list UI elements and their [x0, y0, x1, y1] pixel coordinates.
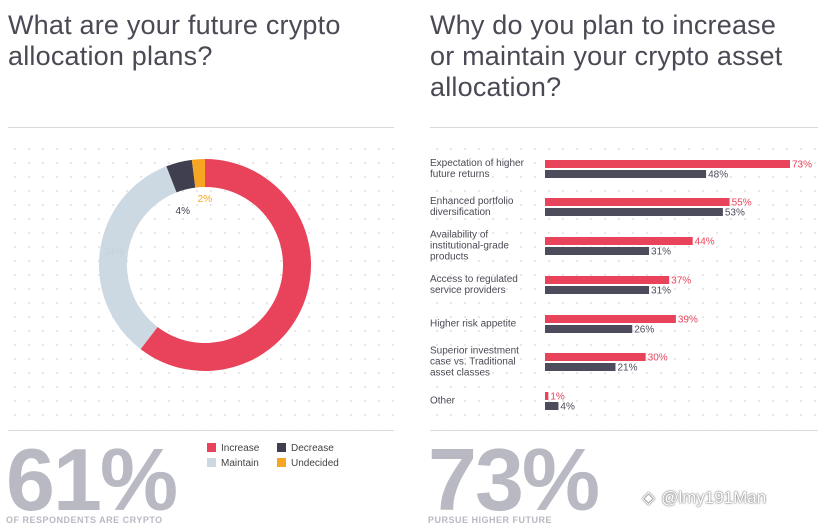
watermark-logo-icon: ◈	[642, 488, 656, 507]
bar-value-label-s1-2: 55%	[732, 198, 752, 209]
bar-value-label-s1-4: 37%	[671, 276, 691, 287]
right-title-line2: or maintain your crypto asset	[430, 41, 783, 71]
right-title-line3: allocation?	[430, 72, 562, 102]
left-title-line1: What are your future crypto	[8, 10, 341, 40]
legend-label-undecided: Undecided	[291, 458, 339, 469]
right-big-number: 73%	[428, 430, 600, 529]
left-divider	[8, 127, 394, 128]
bar-category-label-7: Other	[430, 396, 456, 407]
right-panel: Why do you plan to increase or maintain …	[420, 0, 828, 526]
bar-s2-5	[545, 325, 633, 333]
bar-category-label-3: Availability of institutional-grade produc…	[430, 230, 509, 263]
bar-category-label-2: Enhanced portfolio diversification	[430, 196, 514, 218]
legend-item-decrease: Decrease	[277, 443, 334, 454]
bar-s1-6	[545, 353, 646, 361]
bar-s2-2	[545, 208, 723, 216]
legend-item-undecided: Undecided	[277, 458, 339, 469]
left-footnote: OF RESPONDENTS ARE CRYPTO	[6, 515, 163, 525]
bar-s2-6	[545, 363, 616, 371]
legend-item-maintain: Maintain	[207, 458, 259, 469]
right-divider	[430, 127, 818, 128]
bar-category-label-1: Expectation of higher future returns	[430, 158, 525, 180]
bar-s1-4	[545, 276, 670, 284]
legend-label-decrease: Decrease	[291, 443, 334, 454]
bar-s1-2	[545, 198, 730, 206]
bar-value-label-s2-5: 26%	[634, 325, 654, 336]
right-dot-background	[430, 142, 818, 428]
legend-swatch-maintain	[207, 458, 216, 467]
donut-slice-maintain	[99, 166, 177, 350]
right-divider-bottom	[430, 430, 818, 431]
donut-legend: Increase Decrease Maintain Undecided	[207, 443, 407, 483]
bar-s1-5	[545, 315, 676, 323]
bar-s1-3	[545, 237, 693, 245]
left-big-number: 61%	[6, 430, 178, 529]
donut-chart: 61% 34% 4% 2%	[99, 159, 311, 371]
donut-slice-decrease	[166, 159, 196, 193]
legend-label-increase: Increase	[221, 443, 260, 454]
left-title: What are your future crypto allocation p…	[8, 10, 341, 72]
bar-value-label-s2-6: 21%	[617, 363, 637, 374]
right-title-line1: Why do you plan to increase	[430, 10, 777, 40]
right-footnote: PURSUE HIGHER FUTURE	[428, 515, 553, 525]
donut-label-undecided: 2%	[198, 194, 213, 205]
donut-slice-increase	[140, 159, 311, 371]
bar-chart: Expectation of higher future returns 73% 48…	[430, 158, 812, 413]
legend-item-increase: Increase	[207, 443, 259, 454]
bar-value-label-s2-1: 48%	[708, 170, 728, 181]
bar-value-label-s1-3: 44%	[695, 237, 715, 248]
donut-label-decrease: 4%	[176, 206, 191, 217]
left-dot-background	[8, 142, 394, 428]
bar-value-label-s2-3: 31%	[651, 247, 671, 258]
bar-value-label-s1-1: 73%	[792, 160, 812, 171]
legend-label-maintain: Maintain	[221, 458, 259, 469]
legend-swatch-undecided	[277, 458, 286, 467]
bar-category-label-4: Access to regulated service providers	[430, 274, 518, 296]
left-panel: What are your future crypto allocation p…	[0, 0, 410, 526]
bar-value-label-s2-7: 4%	[560, 402, 575, 413]
bar-value-label-s2-2: 53%	[725, 208, 745, 219]
bar-value-label-s1-5: 39%	[678, 315, 698, 326]
donut-label-increase: 61%	[282, 290, 302, 301]
left-title-line2: allocation plans?	[8, 41, 213, 71]
watermark: ◈ @lmy191Man	[642, 488, 766, 508]
bar-value-label-s1-6: 30%	[648, 353, 668, 364]
bar-s2-4	[545, 286, 650, 294]
bar-value-label-s1-7: 1%	[550, 392, 565, 403]
bar-s1-7	[545, 392, 549, 400]
bar-s1-1	[545, 160, 790, 168]
legend-swatch-decrease	[277, 443, 286, 452]
bar-s2-7	[545, 402, 559, 410]
bar-category-label-5: Higher risk appetite	[430, 319, 517, 330]
donut-label-maintain: 34%	[104, 247, 124, 258]
bar-value-label-s2-4: 31%	[651, 286, 671, 297]
donut-slice-undecided	[191, 159, 205, 188]
bar-category-label-6: Superior investment case vs. Traditional a…	[430, 346, 519, 379]
bar-s2-3	[545, 247, 650, 255]
left-divider-bottom	[8, 430, 394, 431]
right-title: Why do you plan to increase or maintain …	[430, 10, 782, 103]
watermark-text: @lmy191Man	[661, 488, 767, 507]
bar-s2-1	[545, 170, 707, 178]
legend-swatch-increase	[207, 443, 216, 452]
